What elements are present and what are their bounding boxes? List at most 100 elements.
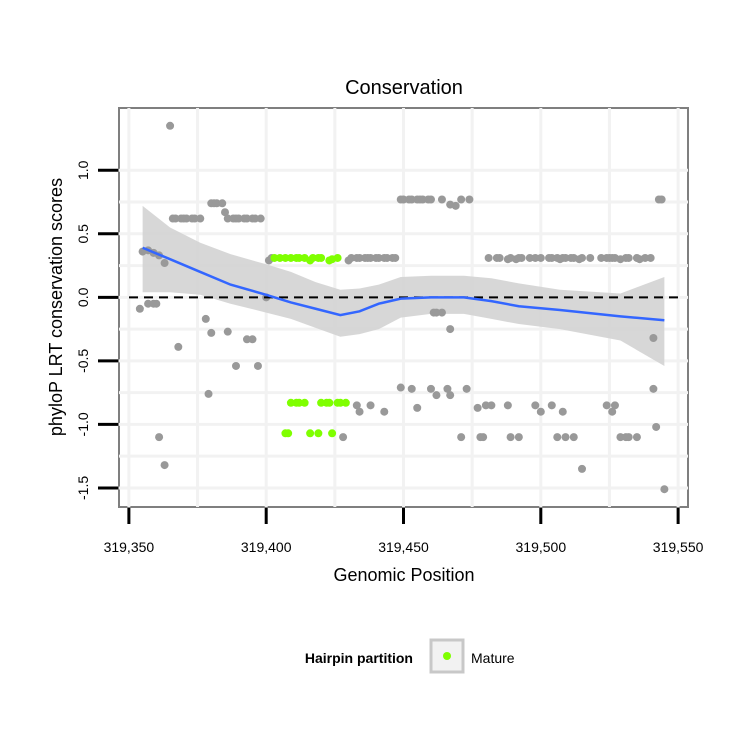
data-point [190, 214, 199, 223]
data-point [569, 433, 578, 442]
data-point [446, 325, 455, 334]
data-point [536, 253, 545, 262]
mature-point [281, 253, 290, 262]
data-point [196, 214, 205, 223]
y-tick-label: 0.5 [75, 224, 91, 244]
data-point [426, 195, 435, 204]
data-point [383, 253, 392, 262]
data-point [586, 253, 595, 262]
data-point [624, 433, 633, 442]
data-point [201, 314, 210, 323]
legend: Hairpin partition Mature [305, 638, 515, 674]
data-point [223, 214, 232, 223]
mature-point [317, 253, 326, 262]
y-tick-label: 0.0 [75, 287, 91, 307]
mature-point [295, 253, 304, 262]
data-point [657, 195, 666, 204]
mature-point [300, 398, 309, 407]
data-point [355, 407, 364, 416]
data-point [536, 407, 545, 416]
mature-point [295, 398, 304, 407]
axes: 319,350 319,400 319,450 319,500 319,550 -1.5 -… [75, 160, 704, 555]
mature-point [325, 398, 334, 407]
data-point [531, 401, 540, 410]
data-point [166, 121, 175, 130]
smooth-line [142, 246, 665, 322]
data-point [174, 342, 183, 351]
legend-key-box [429, 638, 465, 674]
data-point [660, 485, 669, 494]
mature-point [333, 253, 342, 262]
data-point [231, 361, 240, 370]
data-point [451, 201, 460, 210]
mature-point [328, 429, 337, 438]
data-point [207, 328, 216, 337]
x-axis-label: Genomic Position [333, 565, 474, 585]
data-point [649, 333, 658, 342]
data-point [517, 253, 526, 262]
data-point [577, 253, 586, 262]
data-point [487, 401, 496, 410]
data-point [407, 195, 416, 204]
data-point [160, 461, 169, 470]
data-point [457, 195, 466, 204]
y-axis-label: phyloP LRT conservation scores [46, 178, 66, 436]
data-point [355, 253, 364, 262]
data-point [616, 433, 625, 442]
data-point [652, 422, 661, 431]
data-point [182, 214, 191, 223]
data-point [446, 391, 455, 400]
data-point [248, 335, 257, 344]
data-point [514, 433, 523, 442]
data-point [624, 253, 633, 262]
mature-point [336, 398, 345, 407]
data-point [641, 253, 650, 262]
data-point [396, 383, 405, 392]
data-point [171, 214, 180, 223]
data-point [221, 208, 230, 217]
points-layer [135, 121, 669, 494]
legend-title: Hairpin partition [305, 650, 413, 666]
mature-point [286, 398, 295, 407]
data-point [418, 195, 427, 204]
data-point [547, 253, 556, 262]
data-point [242, 214, 251, 223]
data-point [531, 253, 540, 262]
data-point [426, 384, 435, 393]
mature-point [341, 398, 350, 407]
data-point [632, 433, 641, 442]
legend-label-mature: Mature [471, 650, 515, 666]
x-tick-label: 319,350 [104, 539, 155, 555]
data-point [437, 195, 446, 204]
x-tick-label: 319,500 [516, 539, 567, 555]
data-point [242, 335, 251, 344]
data-point [473, 403, 482, 412]
data-point [366, 401, 375, 410]
data-point [646, 253, 655, 262]
confidence-band [142, 205, 665, 366]
data-point [253, 361, 262, 370]
mature-point [275, 253, 284, 262]
mature-point [284, 429, 293, 438]
data-point [608, 407, 617, 416]
data-point [602, 401, 611, 410]
mature-point [306, 429, 315, 438]
data-point [495, 253, 504, 262]
data-point [223, 327, 232, 336]
legend-key-mature [443, 652, 451, 660]
data-point [352, 401, 361, 410]
data-point [135, 304, 144, 313]
data-point [251, 214, 260, 223]
data-point [479, 433, 488, 442]
data-point [160, 259, 169, 268]
data-point [503, 401, 512, 410]
data-point [407, 384, 416, 393]
data-point [561, 433, 570, 442]
data-point [481, 401, 490, 410]
data-point [374, 253, 383, 262]
data-point [204, 389, 213, 398]
x-tick-label: 319,550 [653, 539, 704, 555]
confidence-band-area [142, 205, 665, 366]
